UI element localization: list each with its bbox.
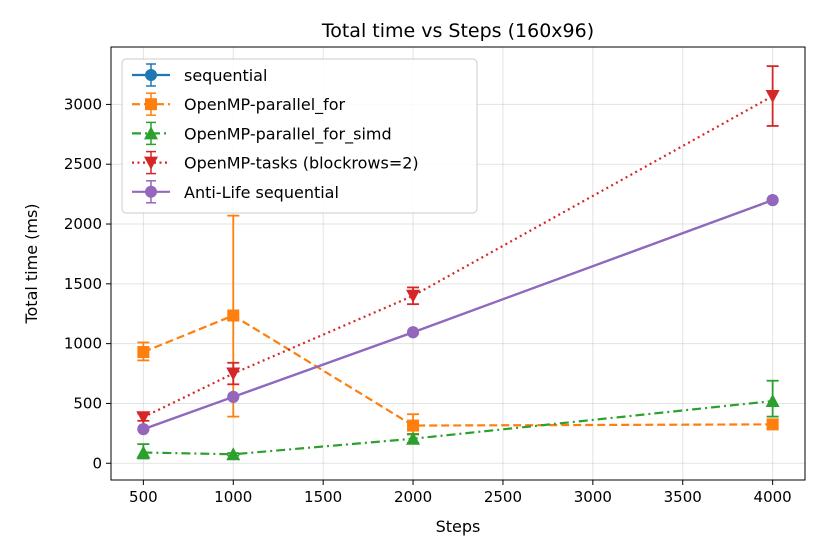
ticks: 500 1000 1500 2000 2500 3000 3500 4000 0 500 1000 1…: [64, 95, 792, 506]
legend-label: OpenMP-parallel_for: [184, 95, 346, 115]
data-point: [406, 289, 421, 303]
legend-label: sequential: [184, 66, 267, 85]
data-point: [407, 419, 420, 432]
y-axis-label: Total time (ms): [22, 203, 41, 324]
legend-label: OpenMP-parallel_for_simd: [184, 124, 392, 144]
legend-marker: [144, 156, 158, 170]
data-point: [226, 447, 241, 461]
y-tick-label: 1000: [64, 335, 102, 353]
series-line: [143, 399, 773, 456]
legend-marker: [144, 126, 158, 140]
data-point: [137, 423, 150, 436]
legend-marker: [145, 98, 157, 111]
x-tick-label: 1500: [304, 488, 342, 506]
data-point: [227, 390, 240, 403]
x-tick-label: 2000: [394, 488, 432, 506]
legend-marker: [145, 69, 157, 81]
x-tick-label: 4000: [754, 488, 792, 506]
data-point: [136, 445, 151, 459]
series-5: [137, 194, 779, 436]
data-point: [407, 326, 420, 339]
x-axis-label: Steps: [436, 517, 481, 536]
y-tick-label: 1500: [64, 275, 102, 293]
data-point: [227, 309, 240, 322]
data-point: [136, 411, 151, 425]
chart-title: Total time vs Steps (160x96): [321, 20, 594, 42]
data-point: [765, 394, 780, 408]
y-tick-label: 3000: [64, 95, 102, 113]
legend: sequential OpenMP-parallel_for OpenMP-para…: [121, 58, 478, 214]
series-line: [142, 95, 774, 419]
data-point: [137, 346, 150, 359]
x-tick-label: 3000: [574, 488, 612, 506]
y-tick-label: 2000: [64, 215, 102, 233]
legend-label: OpenMP-tasks (blockrows=2): [184, 154, 419, 173]
legend-marker: [145, 185, 157, 198]
series-layer: [136, 65, 780, 461]
data-point: [766, 418, 779, 431]
x-tick-label: 500: [129, 488, 158, 506]
data-point: [226, 367, 241, 381]
data-point: [765, 90, 780, 104]
y-tick-label: 2500: [64, 155, 102, 173]
x-tick-label: 3500: [664, 488, 702, 506]
x-tick-label: 1000: [214, 488, 252, 506]
data-point: [766, 194, 779, 207]
series-line: [142, 199, 774, 431]
plot-frame: [110, 46, 806, 481]
data-point: [406, 431, 421, 445]
y-tick-label: 500: [73, 394, 102, 412]
legend-label: Anti-Life sequential: [184, 183, 339, 202]
series-4: [136, 65, 780, 425]
x-tick-label: 2500: [484, 488, 522, 506]
series-3: [136, 379, 780, 461]
series-line: [142, 314, 773, 427]
y-tick-label: 0: [92, 454, 102, 472]
legend-box: [121, 58, 478, 214]
